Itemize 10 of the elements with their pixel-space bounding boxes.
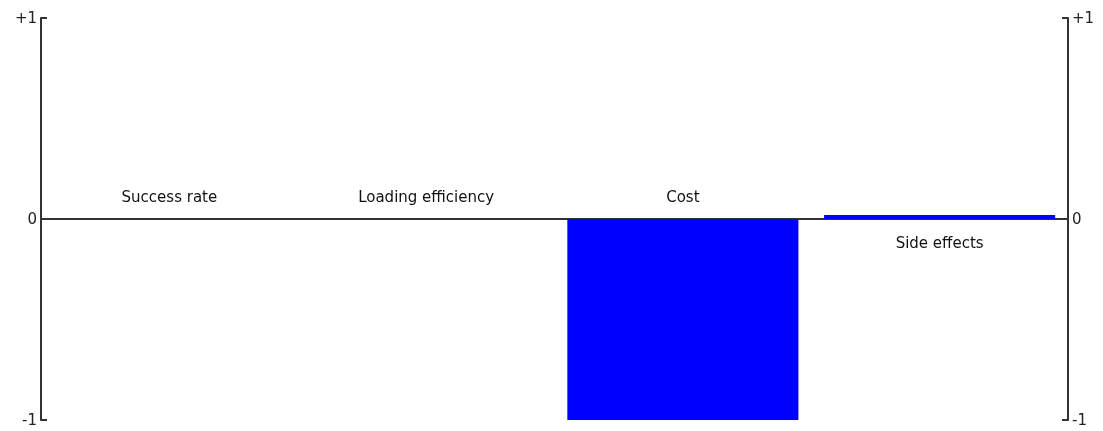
x-tick-label: Side effects [895, 233, 984, 252]
y2-tick-label: +1 [1072, 9, 1095, 27]
x-tick-label: Cost [666, 187, 700, 206]
y-tick-label: -1 [22, 411, 37, 429]
x-tick-label: Success rate [121, 187, 218, 206]
y2-tick-label: -1 [1072, 411, 1087, 429]
y2-tick-label: 0 [1072, 210, 1082, 228]
x-tick-label: Loading efficiency [358, 187, 495, 206]
y-tick-label: +1 [14, 9, 37, 27]
y-tick-label: 0 [27, 210, 37, 228]
